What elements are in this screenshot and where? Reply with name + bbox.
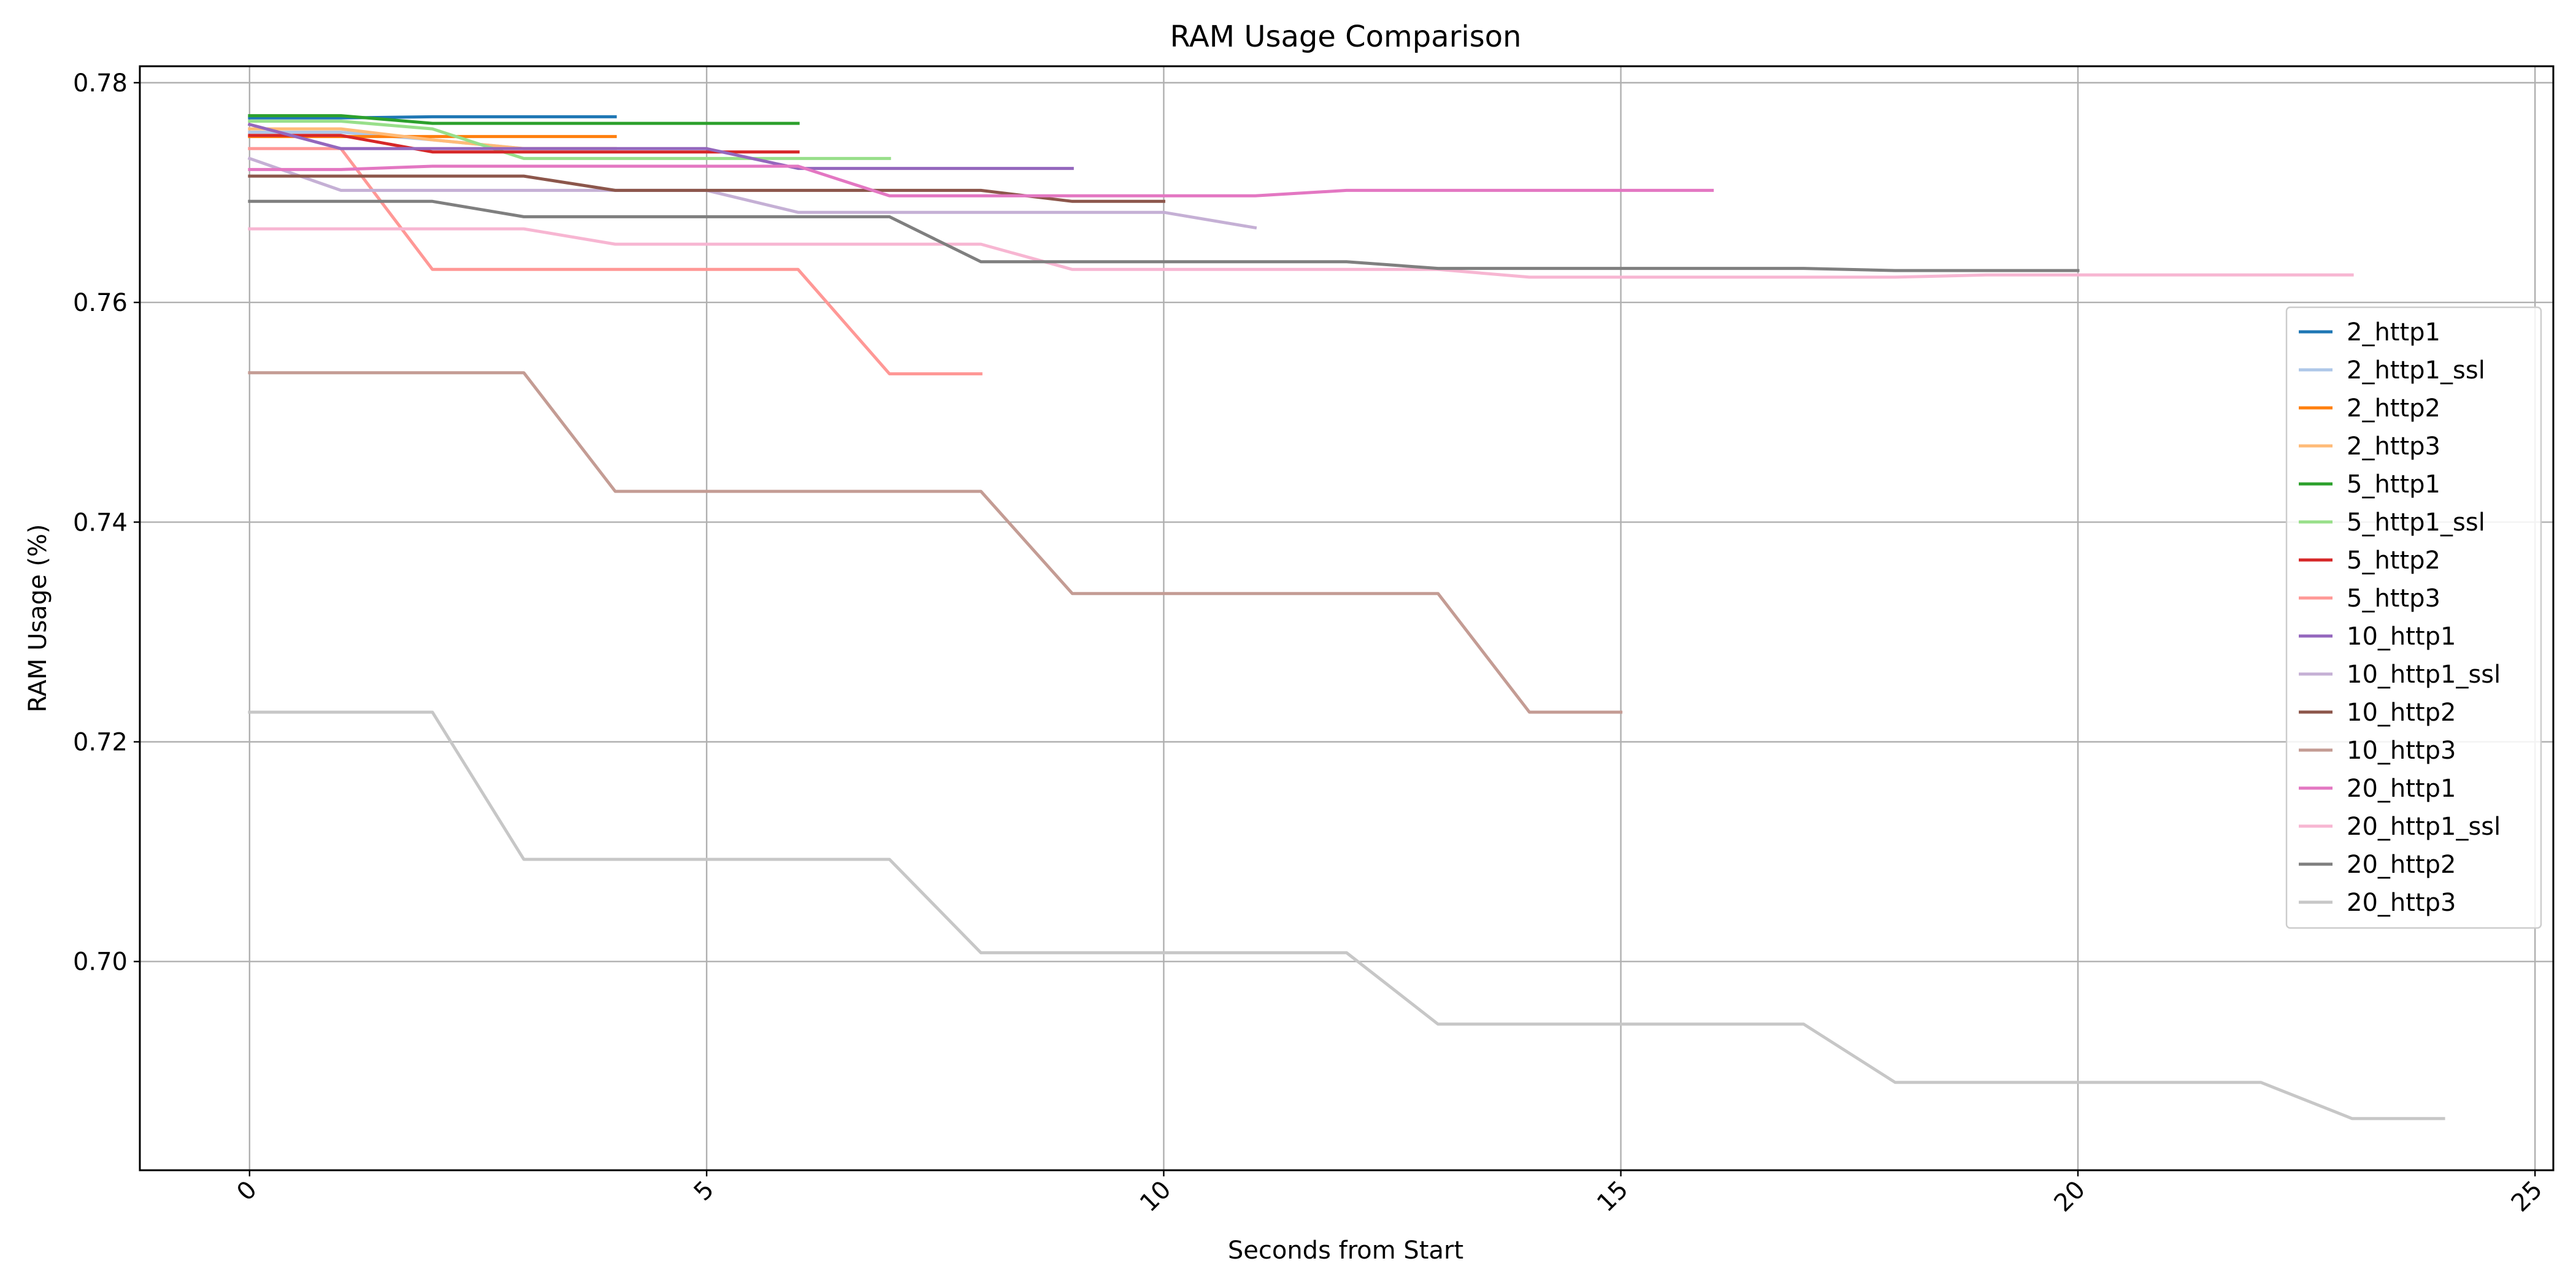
legend-label: 2_http3 (2347, 432, 2440, 461)
y-tick-label: 0.70 (73, 948, 128, 976)
legend-label: 5_http2 (2347, 546, 2440, 575)
series-line-5-http2 (248, 134, 800, 154)
legend-label: 5_http1_ssl (2347, 508, 2485, 537)
y-tick-label: 0.74 (73, 508, 128, 537)
legend-label: 2_http1_ssl (2347, 356, 2485, 385)
series-line-20-http3 (248, 710, 2445, 1121)
series-lines (247, 114, 2445, 1121)
legend-label: 20_http3 (2347, 889, 2456, 917)
y-tick-label: 0.76 (73, 289, 128, 317)
series-line-2-http1 (248, 115, 617, 120)
y-tick-label: 0.72 (73, 728, 128, 756)
legend-label: 10_http2 (2347, 699, 2456, 727)
legend-label: 20_http1_ssl (2347, 813, 2501, 841)
series-line-5-http1-ssl (248, 120, 891, 160)
legend-label: 20_http1 (2347, 775, 2456, 803)
y-axis-label: RAM Usage (%) (24, 524, 52, 712)
plot-frame (139, 65, 2555, 1171)
legend-label: 2_http2 (2347, 394, 2440, 423)
series-line-5-http1 (248, 114, 800, 125)
grid (140, 66, 2553, 1170)
legend-label: 5_http1 (2347, 470, 2440, 499)
y-tick-label: 0.78 (73, 69, 128, 98)
legend-label: 10_http3 (2347, 737, 2456, 765)
series-line-10-http2 (248, 174, 1165, 203)
chart-title: RAM Usage Comparison (1170, 20, 1521, 54)
legend-label: 2_http1 (2347, 318, 2440, 347)
series-line-20-http1-ssl (248, 227, 2354, 279)
series-line-20-http2 (248, 199, 2080, 272)
series-line-10-http1-ssl (247, 156, 1257, 230)
legend-label: 20_http2 (2347, 851, 2456, 879)
series-line-10-http3 (248, 371, 1623, 714)
legend-box (2285, 306, 2542, 929)
legend: 2_http1 2_http1_ssl 2_http2 2_http3 5_http1 5… (2285, 306, 2542, 929)
legend-label: 10_http1_ssl (2347, 661, 2501, 689)
legend-label: 10_http1 (2347, 623, 2456, 651)
legend-label: 5_http3 (2347, 585, 2440, 613)
series-line-10-http1 (247, 122, 1074, 171)
y-axis-ticks: 0.70 0.72 0.74 0.76 0.78 (73, 69, 140, 976)
series-line-20-http1 (248, 164, 1714, 197)
x-axis-label: Seconds from Start (1228, 1236, 1463, 1265)
